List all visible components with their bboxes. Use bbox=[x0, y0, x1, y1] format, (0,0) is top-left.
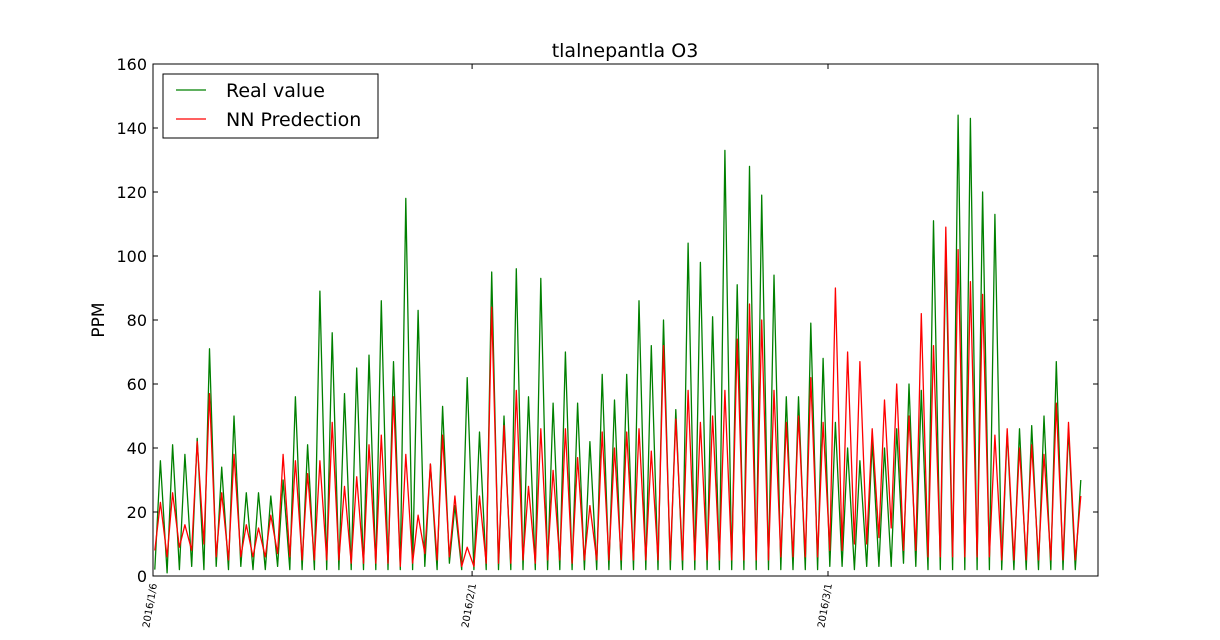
nn-prediction-line bbox=[154, 226, 1082, 568]
y-tick-label: 0 bbox=[137, 567, 147, 586]
legend-box bbox=[162, 73, 379, 139]
y-tick-label: 20 bbox=[127, 503, 147, 522]
y-tick-label: 140 bbox=[116, 119, 147, 138]
y-axis: 0 20 40 60 80 100 120 140 160 bbox=[116, 55, 1098, 586]
chart-title: tlalnepantla O3 bbox=[552, 40, 699, 62]
legend-label-prediction: NN Predection bbox=[226, 109, 361, 131]
legend: Real value NN Predection bbox=[162, 73, 379, 139]
y-tick-label: 80 bbox=[127, 311, 147, 330]
y-axis-label: PPM bbox=[89, 302, 109, 337]
y-tick-label: 160 bbox=[116, 55, 147, 74]
y-tick-label: 40 bbox=[127, 439, 147, 458]
y-tick-label: 100 bbox=[116, 247, 147, 266]
y-tick-label: 120 bbox=[116, 183, 147, 202]
legend-label-real: Real value bbox=[226, 80, 325, 102]
y-tick-label: 60 bbox=[127, 375, 147, 394]
series-layer bbox=[154, 114, 1082, 574]
